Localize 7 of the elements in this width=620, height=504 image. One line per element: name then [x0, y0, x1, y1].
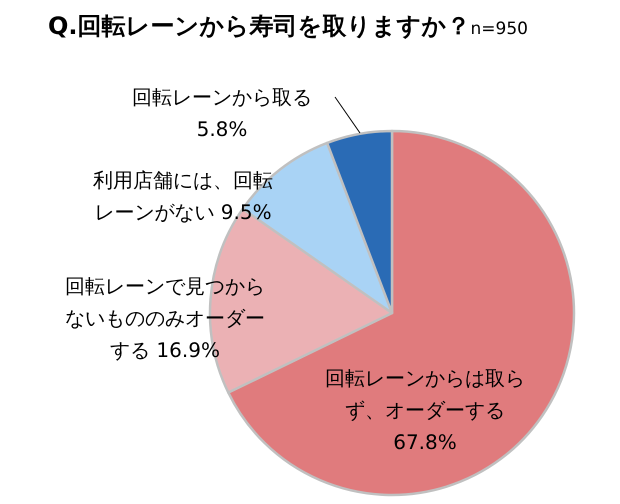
slice-label: 回転レーンからは取らず、オーダーする — [325, 366, 525, 422]
data-label: 16.9% — [156, 338, 220, 362]
data-label: 5.8% — [196, 117, 248, 141]
data-label: 67.8% — [393, 430, 457, 454]
slice-label: 回転レーンから取る — [132, 85, 312, 109]
chart-subtitle: n=950 — [470, 19, 528, 39]
data-label: 9.5% — [220, 200, 272, 224]
